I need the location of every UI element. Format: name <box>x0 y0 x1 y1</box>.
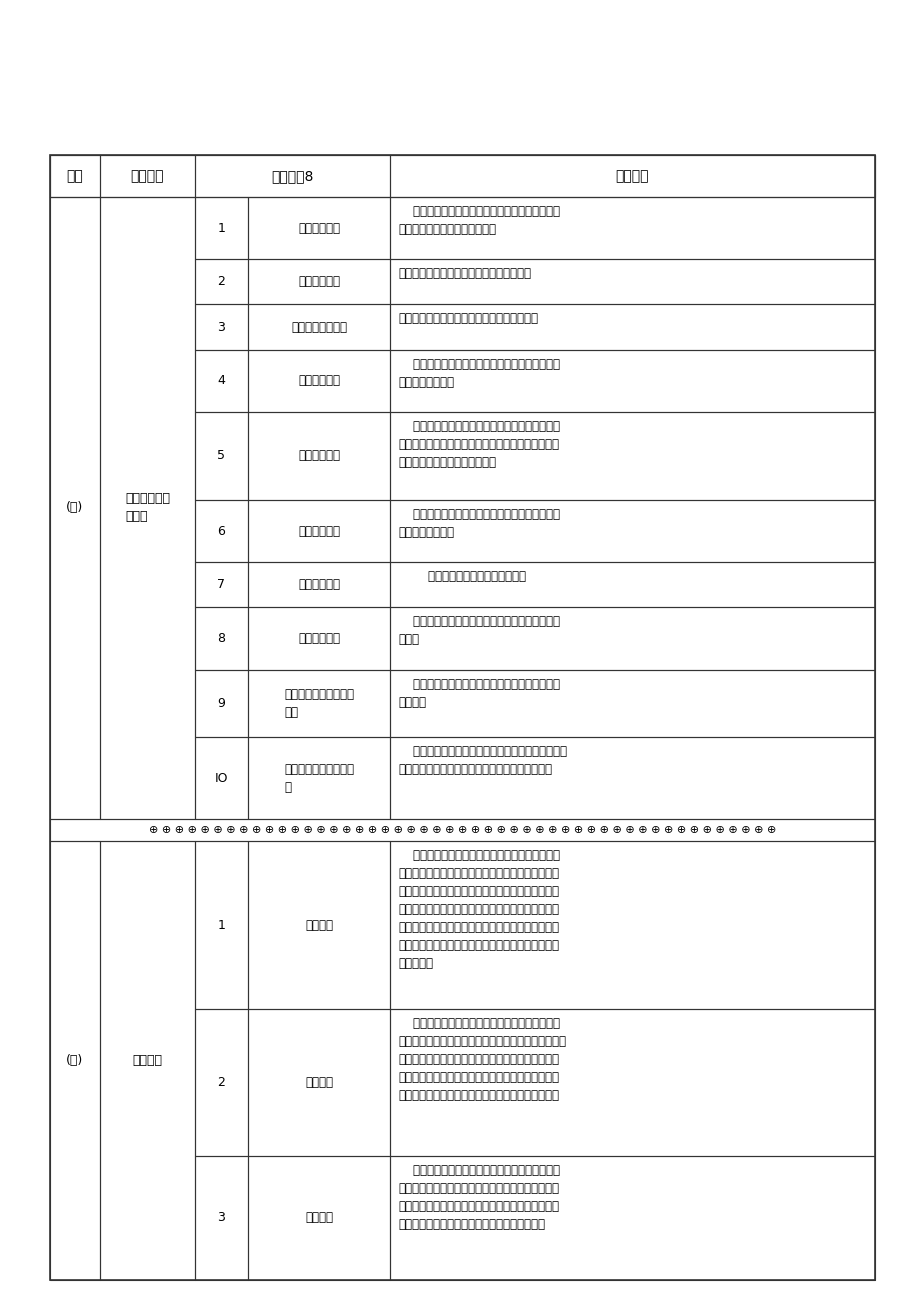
Text: 室外供热管网: 室外供热管网 <box>298 632 340 645</box>
Bar <box>100 842 195 1280</box>
Bar <box>248 1008 390 1155</box>
Bar <box>248 738 390 818</box>
Bar <box>248 304 390 350</box>
Bar <box>195 738 248 818</box>
Text: 室外电气: 室外电气 <box>305 919 333 932</box>
Text: 3: 3 <box>217 1211 225 1224</box>
Bar <box>390 259 874 304</box>
Text: 6: 6 <box>217 524 225 537</box>
Bar <box>50 155 874 196</box>
Text: 架空线路及杆上电气设备安装，变压器、箱式变
电所安装，成套配电柜、控制柜（屏、台）和动力、
照明配电箱（盘）及控制框安装，电线、电缆导管和
线槽敷设，电缆穿管和: 架空线路及杆上电气设备安装，变压器、箱式变 电所安装，成套配电柜、控制柜（屏、台… <box>398 850 560 971</box>
Text: 建筑给水排水
及采暖: 建筑给水排水 及采暖 <box>125 492 170 523</box>
Text: 供热锅炉及辅助设备安
装: 供热锅炉及辅助设备安 装 <box>284 762 354 794</box>
Bar <box>390 196 874 259</box>
Text: 建筑中水系统管道及辅助设备安装，游泳池水系
统安装。: 建筑中水系统管道及辅助设备安装，游泳池水系 统安装。 <box>398 678 560 709</box>
Text: IO: IO <box>214 771 228 785</box>
Bar <box>248 259 390 304</box>
Bar <box>100 196 195 818</box>
Bar <box>195 670 248 738</box>
Bar <box>195 608 248 670</box>
Text: 卫生器具安装: 卫生器具安装 <box>298 375 340 388</box>
Bar <box>50 842 100 1280</box>
Bar <box>248 350 390 412</box>
Text: 变配电室: 变配电室 <box>305 1076 333 1089</box>
Text: 排水管道安装，排水管沟与井池: 排水管道安装，排水管沟与井池 <box>398 570 526 583</box>
Bar <box>390 608 874 670</box>
Text: 室外排水管网: 室外排水管网 <box>298 578 340 591</box>
Text: 建筑中水系统及游泳池
系统: 建筑中水系统及游泳池 系统 <box>284 688 354 719</box>
Bar <box>390 500 874 562</box>
Bar <box>248 608 390 670</box>
Bar <box>195 562 248 608</box>
Text: 8: 8 <box>217 632 225 645</box>
Bar <box>100 155 195 196</box>
Text: 管道及配件安装，系统水压试收及调试、防腐，
绝热。: 管道及配件安装，系统水压试收及调试、防腐， 绝热。 <box>398 615 560 647</box>
Bar <box>248 1155 390 1280</box>
Text: 1: 1 <box>217 221 225 234</box>
Text: 分部工程: 分部工程 <box>130 169 165 183</box>
Bar <box>195 350 248 412</box>
Bar <box>390 842 874 1008</box>
Bar <box>248 196 390 259</box>
Bar <box>195 500 248 562</box>
Bar <box>248 842 390 1008</box>
Text: ⊕ ⊕ ⊕ ⊕ ⊕ ⊕ ⊕ ⊕ ⊕ ⊕ ⊕ ⊕ ⊕ ⊕ ⊕ ⊕ ⊕ ⊕ ⊕ ⊕ ⊕ ⊕ ⊕ ⊕ ⊕ ⊕ ⊕ ⊕ ⊕ ⊕ ⊕ ⊕ ⊕ ⊕ ⊕ ⊕ ⊕ ⊕ ⊕ ⊕ : ⊕ ⊕ ⊕ ⊕ ⊕ ⊕ ⊕ ⊕ ⊕ ⊕ ⊕ ⊕ ⊕ ⊕ ⊕ ⊕ ⊕ ⊕ ⊕ ⊕ … <box>149 825 776 835</box>
Bar <box>390 1155 874 1280</box>
Text: 3: 3 <box>217 320 225 333</box>
Text: (六): (六) <box>66 1054 84 1067</box>
Bar <box>50 196 100 818</box>
Text: 分项工程: 分项工程 <box>615 169 649 183</box>
Bar <box>50 155 100 196</box>
Bar <box>50 818 874 842</box>
Text: 管道及配件安装，辅助设备安装，防腐，绝热: 管道及配件安装，辅助设备安装，防腐，绝热 <box>398 312 538 325</box>
Text: 4: 4 <box>217 375 225 388</box>
Text: 裸母线、封闭母线、插接式母线安装，桥架安装
和桥架内电缆敷设，电缆沟内和电缆竖井内电缆敷设
电线、电缆导管和线槽敷设，电线、电缆穿管和线槽
敷线，电缆头制作、导: 裸母线、封闭母线、插接式母线安装，桥架安装 和桥架内电缆敷设，电缆沟内和电缆竖井… <box>398 1163 560 1231</box>
Text: 卫生耦具安装，卫生器具给水配件安装，卫生洳
具排水管道安装。: 卫生耦具安装，卫生器具给水配件安装，卫生洳 具排水管道安装。 <box>398 358 560 389</box>
Bar <box>390 412 874 500</box>
Bar <box>248 412 390 500</box>
Text: 1: 1 <box>217 919 225 932</box>
Bar <box>195 259 248 304</box>
Bar <box>390 350 874 412</box>
Bar <box>195 1155 248 1280</box>
Text: 供电干线: 供电干线 <box>305 1211 333 1224</box>
Text: 2: 2 <box>217 1076 225 1089</box>
Bar <box>195 412 248 500</box>
Text: 变压器、制式变电所安装，成套配电柜、控制柜
（屏、台）和动力、照明配电箱（盘）安装，裸母线、
封闭母线、插接式母线安装，电缆沟内和电缆竖井内
电缆敷设，电缆头制: 变压器、制式变电所安装，成套配电柜、控制柜 （屏、台）和动力、照明配电箱（盘）安… <box>398 1016 565 1102</box>
Bar <box>390 155 874 196</box>
Text: 锅炉安装，辅助设备及管道安装，安全附件安装，
烘炉、煮炉和试运行，换热站安装，防腐，绝热。: 锅炉安装，辅助设备及管道安装，安全附件安装， 烘炉、煮炉和试运行，换热站安装，防… <box>398 745 566 777</box>
Bar <box>195 196 248 259</box>
Text: (五): (五) <box>66 501 84 514</box>
Text: 2: 2 <box>217 276 225 289</box>
Bar <box>248 562 390 608</box>
Bar <box>195 842 248 1008</box>
Bar <box>195 304 248 350</box>
Text: 给水管道及限件安装，室内消火栓系统安装，给
水设备安装，管道防腐，绝热。: 给水管道及限件安装，室内消火栓系统安装，给 水设备安装，管道防腐，绝热。 <box>398 206 560 235</box>
Text: 建筑电气: 建筑电气 <box>132 1054 163 1067</box>
Bar <box>390 1008 874 1155</box>
Text: 室内采暖系统: 室内采暖系统 <box>298 449 340 462</box>
Bar <box>390 738 874 818</box>
Bar <box>390 562 874 608</box>
Text: 室内排水系统: 室内排水系统 <box>298 276 340 289</box>
Bar <box>195 155 390 196</box>
Bar <box>390 304 874 350</box>
Text: 9: 9 <box>217 697 225 710</box>
Text: 序号: 序号 <box>66 169 84 183</box>
Bar <box>248 670 390 738</box>
Text: 7: 7 <box>217 578 225 591</box>
Text: 子分部工8: 子分部工8 <box>271 169 313 183</box>
Text: 室内给水系统: 室内给水系统 <box>298 221 340 234</box>
Bar <box>390 670 874 738</box>
Bar <box>195 1008 248 1155</box>
Text: 室外给水管网: 室外给水管网 <box>298 524 340 537</box>
Text: 排水管道及配件安装，雨水管道及配件安装: 排水管道及配件安装，雨水管道及配件安装 <box>398 267 530 280</box>
Text: 给水管道安装，消防水泵接合器及室外消火栓安
装，管沟及井室。: 给水管道安装，消防水泵接合器及室外消火栓安 装，管沟及井室。 <box>398 507 560 539</box>
Text: 5: 5 <box>217 449 225 462</box>
Text: 室内热水供应系统: 室内热水供应系统 <box>290 320 346 333</box>
Bar <box>248 500 390 562</box>
Text: 管道及配件安装，辅助设备及散热器安装，金属
辐射板安装，低温热水地板辐射采暖系统安装，系统
水压试验及谢试，防腐，绝热。: 管道及配件安装，辅助设备及散热器安装，金属 辐射板安装，低温热水地板辐射采暖系统… <box>398 420 560 468</box>
Bar <box>50 155 874 1280</box>
